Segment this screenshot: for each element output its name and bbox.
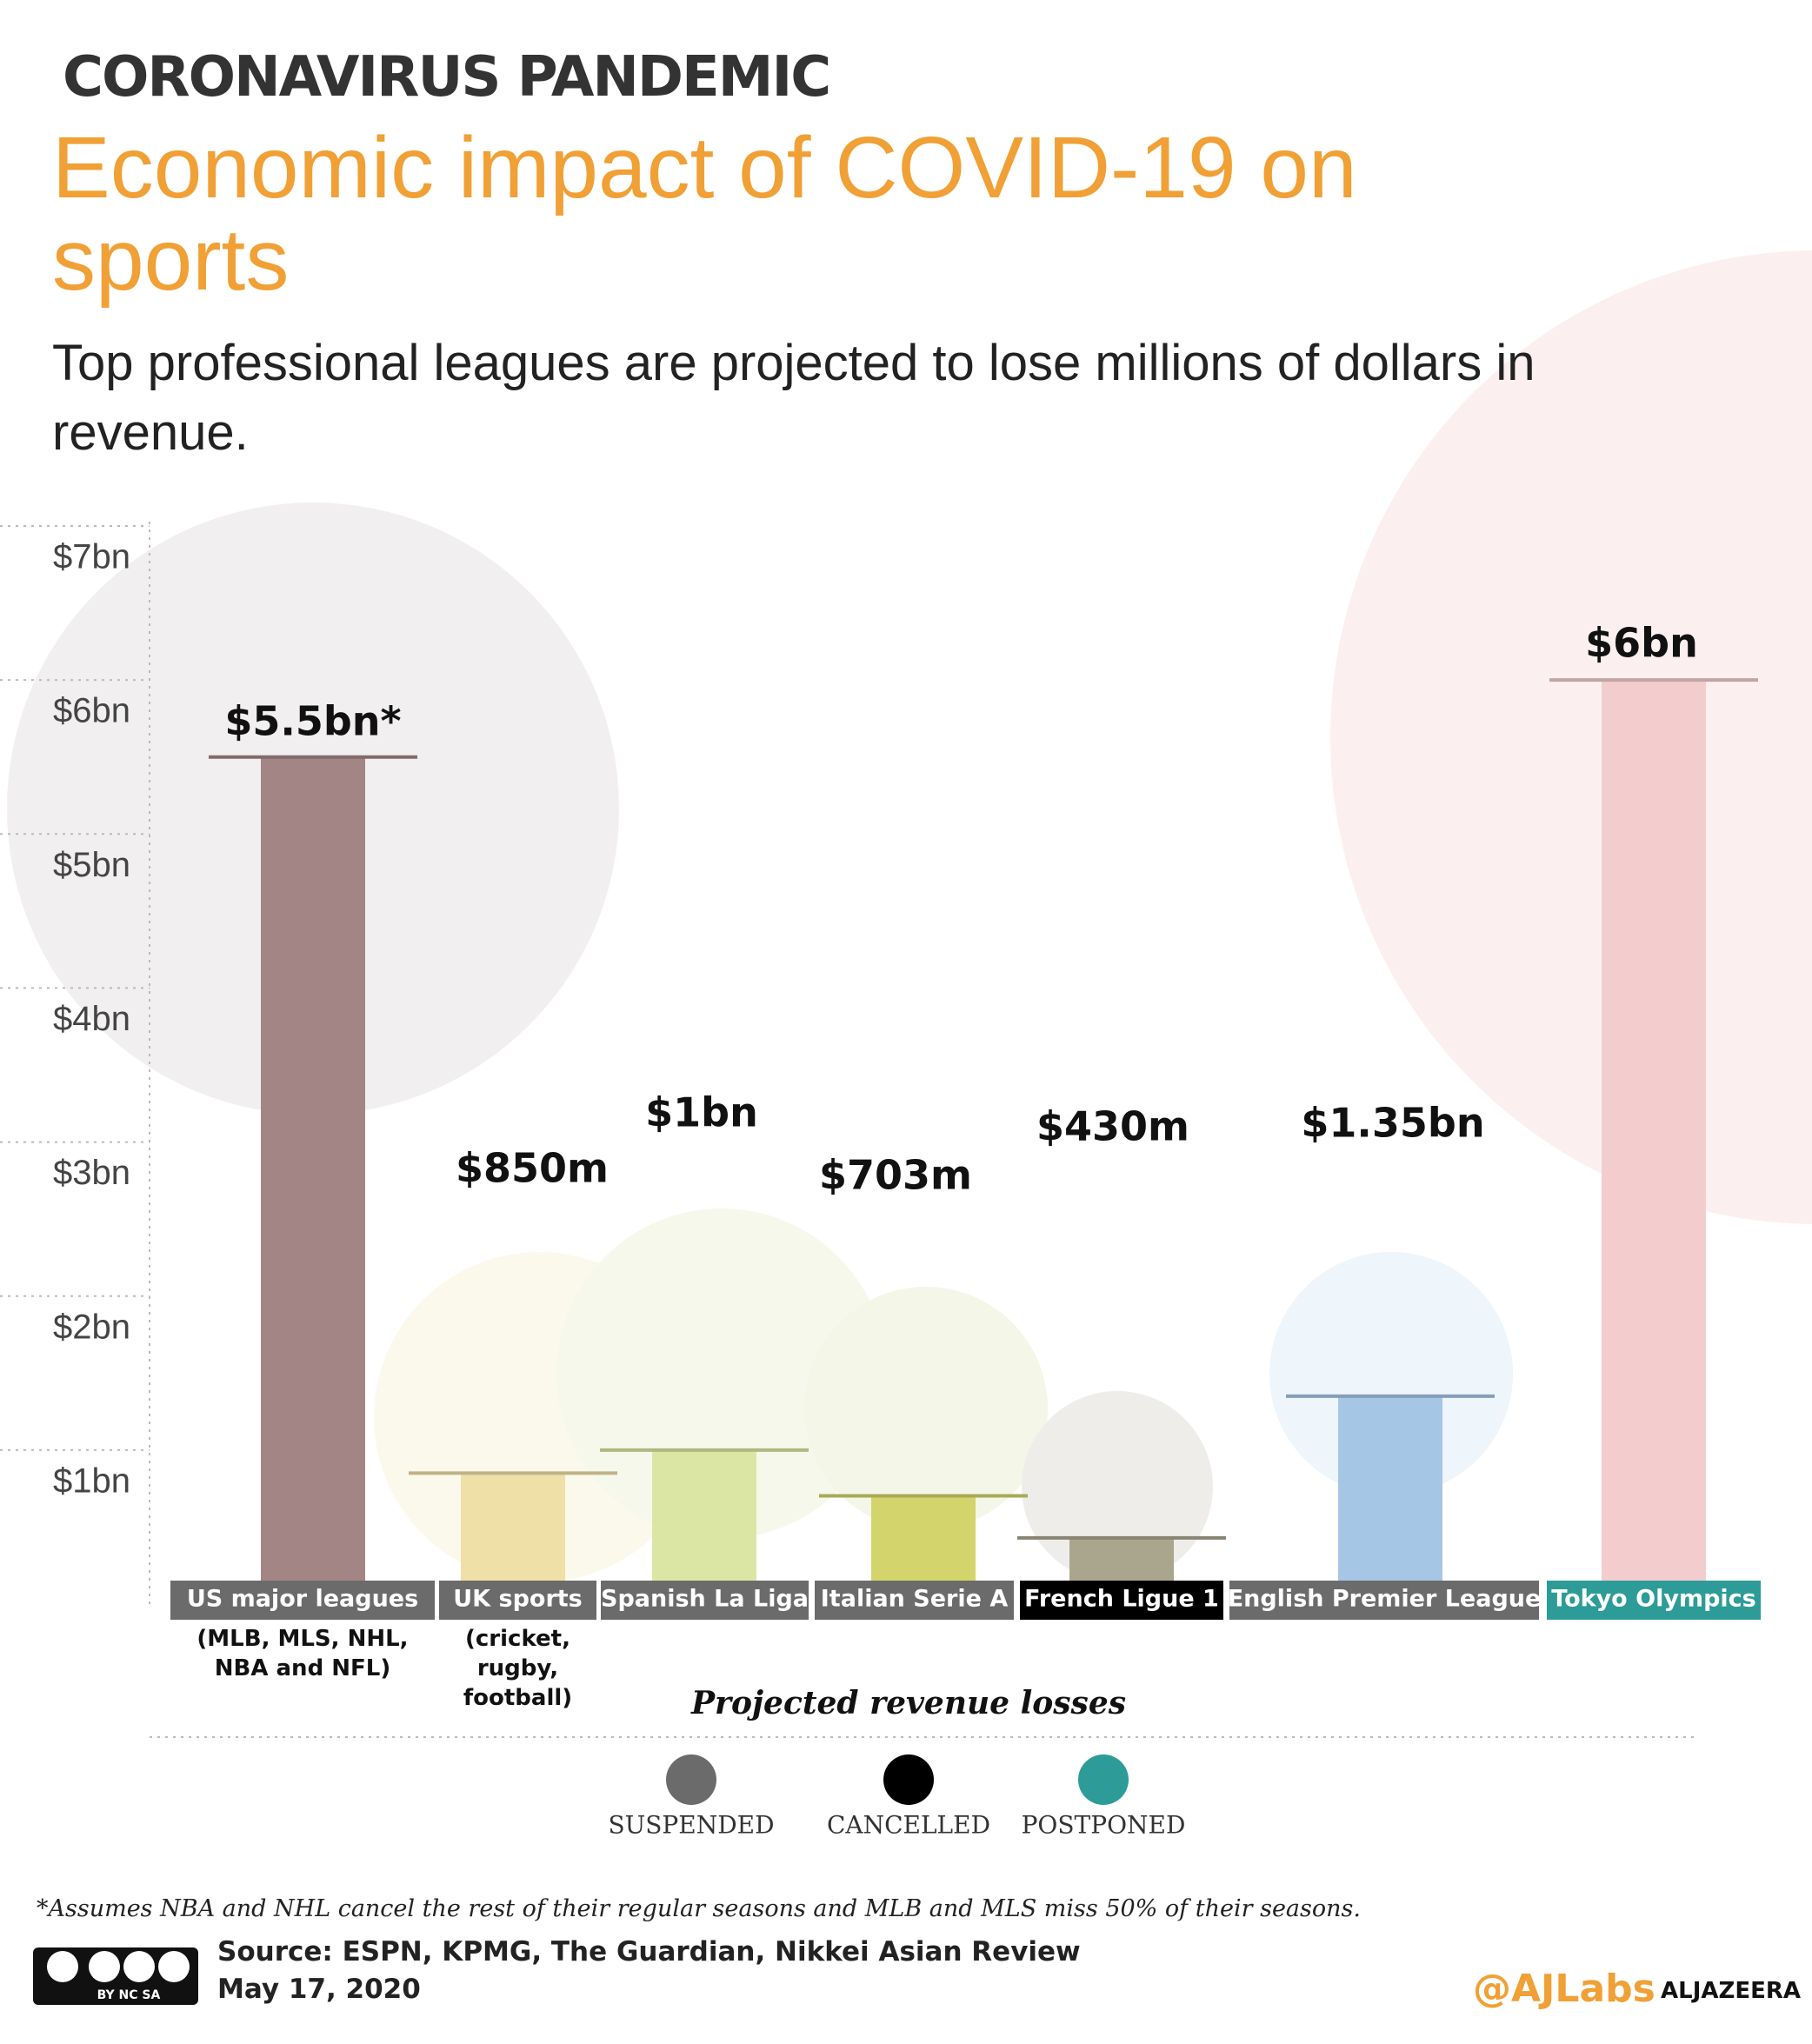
value-label: $703m <box>819 1152 972 1199</box>
bg-circle <box>804 1287 1048 1530</box>
cc-badge: BY NC SA <box>33 1947 198 2005</box>
category-box <box>1547 1581 1761 1620</box>
y-tick-label: $5bn <box>53 846 130 884</box>
value-label: $1.35bn <box>1301 1100 1484 1147</box>
license: BY NC SA <box>97 1988 161 2002</box>
y-tick-label: $7bn <box>53 538 130 576</box>
value-label: $850m <box>456 1145 609 1192</box>
category-box <box>815 1581 1014 1620</box>
category-note: (MLB, MLS, NHL, NBA and NFL) <box>197 1626 409 1681</box>
source: Source: ESPN, KPMG, The Guardian, Nikkei… <box>217 1936 1081 1967</box>
x-tick-label: English Premier League <box>1228 1586 1542 1613</box>
category-box <box>1020 1581 1223 1620</box>
value-label: $430m <box>1036 1103 1189 1150</box>
category-box <box>601 1581 809 1620</box>
category-box <box>170 1581 435 1620</box>
handle: @AJLabs <box>1473 1967 1655 2011</box>
value-label: $5.5bn* <box>224 698 401 745</box>
x-tick-label: French Ligue 1 <box>1024 1586 1219 1613</box>
y-tick-label: $4bn <box>53 1000 130 1038</box>
bar <box>261 756 365 1604</box>
y-tick-label: $6bn <box>53 692 130 730</box>
chart-title: Economic impact of COVID-19 on sports <box>52 119 1357 309</box>
bar <box>1602 680 1706 1605</box>
x-tick-label: Italian Serie A <box>821 1586 1009 1613</box>
x-tick-label: US major leagues <box>187 1586 418 1613</box>
bg-circle <box>556 1208 887 1539</box>
legend-swatch <box>1078 1754 1129 1805</box>
legend-label: POSTPONED <box>1022 1811 1186 1840</box>
brand: ALJAZEERA <box>1661 1978 1802 2004</box>
footnote: *Assumes NBA and NHL cancel the rest of … <box>37 1895 1361 1922</box>
legend-swatch <box>883 1754 934 1805</box>
value-label: $1bn <box>645 1089 758 1136</box>
x-tick-label: Spanish La Liga <box>601 1586 809 1613</box>
bar <box>652 1449 756 1604</box>
category-note: (cricket, rugby, football) <box>463 1626 573 1711</box>
chart-subtitle: Top professional leagues are projected t… <box>52 335 1536 461</box>
bg-circle <box>1022 1391 1213 1582</box>
legend-swatch <box>666 1754 716 1805</box>
x-tick-label: UK sports <box>453 1586 583 1613</box>
category-box <box>439 1581 596 1620</box>
x-axis-label: Projected revenue losses <box>690 1685 1126 1721</box>
kicker: CORONAVIRUS PANDEMIC <box>63 45 831 110</box>
category-box <box>1229 1581 1539 1620</box>
legend-label: SUSPENDED <box>608 1811 774 1840</box>
value-label: $6bn <box>1585 620 1698 667</box>
bg-circle <box>1269 1252 1513 1495</box>
y-tick-label: $1bn <box>53 1461 130 1500</box>
bar <box>1338 1395 1442 1604</box>
y-tick-label: $2bn <box>53 1308 130 1346</box>
date: May 17, 2020 <box>217 1974 421 2005</box>
legend-label: CANCELLED <box>827 1811 990 1840</box>
y-tick-label: $3bn <box>53 1154 130 1192</box>
x-tick-label: Tokyo Olympics <box>1551 1586 1756 1613</box>
